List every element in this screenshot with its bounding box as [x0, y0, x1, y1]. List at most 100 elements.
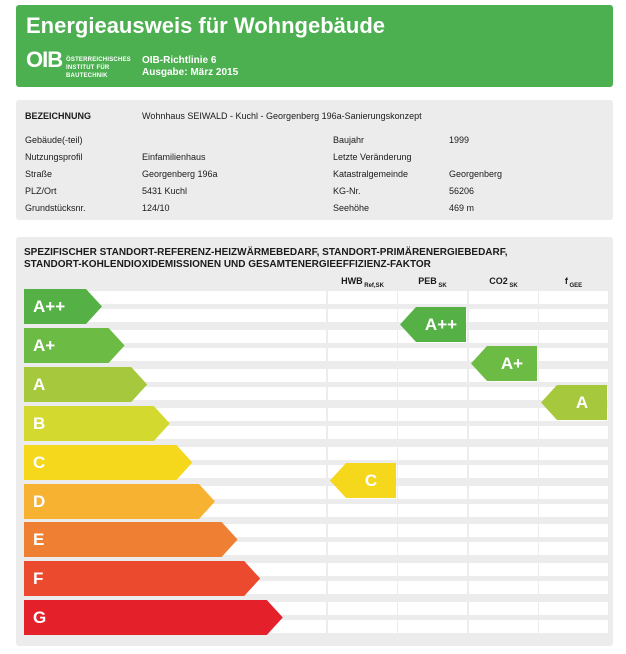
class-label: G	[33, 608, 47, 628]
info-label: PLZ/Ort	[25, 186, 57, 196]
table-cell	[469, 289, 538, 324]
info-label: Letzte Veränderung	[333, 152, 412, 162]
class-bar	[24, 561, 261, 597]
column-header-sub: Ref,SK	[362, 282, 384, 289]
scale-row: A++	[24, 289, 608, 324]
class-bar	[24, 600, 283, 636]
info-value: Georgenberg 196a	[142, 169, 218, 179]
info-value: 1999	[449, 135, 470, 145]
scale-row: D	[24, 483, 608, 519]
guideline-info: OIB-Richtlinie 6 Ausgabe: März 2015	[142, 55, 238, 79]
energy-rating-panel: SPEZIFISCHER STANDORT-REFERENZ-HEIZWÄRME…	[16, 237, 613, 646]
institute-line2: INSTITUT FÜR BAUTECHNIK	[66, 65, 110, 79]
oib-logo: OIB ÖSTERREICHISCHES INSTITUT FÜR BAUTEC…	[26, 47, 146, 83]
rating-title-line2: STANDORT-KOHLENDIOXIDEMISSIONEN UND GESA…	[24, 258, 431, 270]
info-value: 469 m	[449, 203, 475, 213]
table-cell	[469, 445, 538, 480]
bar-area	[24, 289, 326, 324]
table-cell	[469, 600, 538, 635]
table-cell	[539, 522, 608, 557]
result-marker: A++	[400, 307, 466, 342]
institute-line1: ÖSTERREICHISCHES	[66, 57, 131, 63]
table-cell	[328, 600, 397, 635]
class-bar	[24, 327, 125, 363]
class-bar	[24, 405, 170, 441]
scale-row: F	[24, 561, 608, 597]
institute-name: ÖSTERREICHISCHES INSTITUT FÜR BAUTECHNIK	[66, 56, 146, 80]
table-cell	[469, 484, 538, 519]
class-label: C	[33, 452, 46, 472]
info-label: Seehöhe	[333, 203, 370, 213]
bezeichnung-label: BEZEICHNUNG	[25, 111, 92, 121]
column-header-main: HWB	[341, 276, 363, 286]
table-cell	[398, 522, 467, 557]
table-cell	[398, 445, 467, 480]
column-header-sub: GEE	[567, 282, 583, 289]
bezeichnung-value: Wohnhaus SEIWALD - Kuchl - Georgenberg 1…	[142, 111, 422, 121]
class-label: A++	[33, 297, 66, 316]
info-value: 124/10	[142, 203, 170, 213]
column-header-main: PEB	[418, 276, 437, 286]
column-header-sub: SK	[436, 282, 447, 289]
table-cell	[328, 367, 397, 402]
class-bar	[24, 483, 215, 519]
info-label: Katastralgemeinde	[333, 169, 409, 179]
column-header-main: CO2	[489, 276, 508, 286]
info-row: Grundstücksnr. 124/10 Seehöhe 469 m	[16, 203, 613, 217]
header-banner: Energieausweis für Wohngebäude OIB ÖSTER…	[16, 5, 613, 87]
info-row: Straße Georgenberg 196a Katastralgemeinde G…	[16, 169, 613, 183]
info-label: Grundstücksnr.	[25, 203, 86, 213]
scale-row: C	[24, 444, 608, 480]
class-bar	[24, 366, 148, 402]
result-marker-label: A	[575, 392, 589, 412]
table-cell	[539, 289, 608, 324]
scale-row: G	[24, 600, 608, 636]
column-header-sub: SK	[507, 282, 518, 289]
table-cell	[328, 328, 397, 363]
class-label: D	[33, 491, 46, 511]
table-cell	[539, 484, 608, 519]
table-cell	[539, 445, 608, 480]
table-cell	[328, 522, 397, 557]
info-label: Baujahr	[333, 135, 365, 145]
building-info-panel: BEZEICHNUNG Wohnhaus SEIWALD - Kuchl - G…	[16, 100, 613, 220]
table-cell	[469, 406, 538, 441]
column-header: f GEE	[539, 276, 608, 289]
column-header: HWB Ref,SK	[328, 276, 397, 289]
rating-title-line1: SPEZIFISCHER STANDORT-REFERENZ-HEIZWÄRME…	[24, 247, 508, 258]
info-label: Nutzungsprofil	[25, 152, 83, 162]
table-cell	[398, 600, 467, 635]
result-marker: C	[330, 462, 396, 498]
class-bar	[24, 522, 238, 558]
info-label: Straße	[25, 169, 53, 179]
result-marker-label: C	[364, 470, 378, 490]
result-marker: A+	[471, 345, 537, 381]
scale-row: B	[24, 405, 608, 441]
table-cell	[539, 328, 608, 363]
info-label: Gebäude(-teil)	[25, 135, 83, 145]
result-marker: A	[541, 384, 607, 420]
table-cell	[328, 289, 397, 324]
info-row: Gebäude(-teil) Baujahr 1999	[16, 135, 613, 149]
class-label: A	[33, 374, 46, 394]
table-cell	[469, 522, 538, 557]
class-label: F	[33, 569, 44, 589]
class-label: A+	[33, 335, 56, 355]
info-value: Georgenberg	[449, 169, 503, 179]
result-marker-label: A+	[500, 353, 524, 373]
bezeichnung-row: BEZEICHNUNG Wohnhaus SEIWALD - Kuchl - G…	[16, 111, 613, 125]
guideline-line2: Ausgabe: März 2015	[142, 67, 239, 78]
table-cell	[398, 561, 467, 596]
table-cell	[398, 367, 467, 402]
class-bar	[24, 289, 102, 324]
info-value: 56206	[449, 186, 475, 196]
info-label: KG-Nr.	[333, 186, 361, 196]
scale-row: E	[24, 522, 608, 558]
class-label: E	[33, 530, 45, 550]
column-header-main: f	[564, 276, 568, 286]
class-bar	[24, 444, 193, 480]
result-marker-label: A++	[424, 315, 458, 334]
column-header: PEB SK	[398, 276, 467, 289]
info-value: 5431 Kuchl	[142, 186, 188, 196]
class-label: B	[33, 413, 46, 433]
